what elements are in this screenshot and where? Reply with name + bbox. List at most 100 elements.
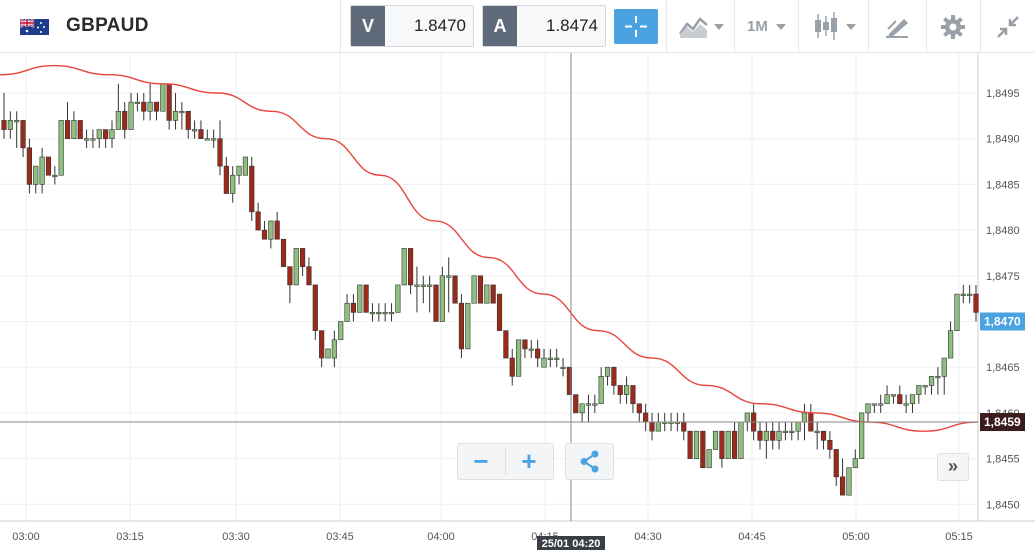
bear-candle [77,120,83,139]
scroll-to-latest-button[interactable]: » [937,453,969,481]
bull-candle [712,430,719,450]
toolbar-divider [340,0,341,53]
drawing-tools-button[interactable] [869,0,925,53]
crosshair-time-label: 25/01 04:20 [542,538,601,550]
bull-candle [172,110,179,121]
sell-price-button[interactable]: V 1.8470 [350,5,474,47]
bull-candle [465,302,471,350]
x-tick-label: 05:00 [842,531,870,543]
bull-candle [776,430,782,441]
bull-candle [179,110,185,114]
buy-price-button[interactable]: A 1.8474 [482,5,606,47]
buy-label: A [483,6,517,46]
bear-candle [643,412,649,423]
bear-candle [687,430,693,459]
bull-candle [903,403,909,406]
bull-candle [884,394,890,405]
bear-candle [770,430,776,441]
bull-candle [357,284,363,313]
bull-candle [96,129,102,139]
bull-candle [852,458,858,469]
sell-label: V [351,6,385,46]
bull-candle [801,412,808,423]
x-tick-label: 04:45 [738,531,766,543]
bull-candle [960,293,966,296]
bear-candle [840,476,846,496]
bear-candle [217,138,223,167]
chart-type-button[interactable] [667,0,733,53]
bull-candle [344,302,350,322]
zoom-in-button[interactable]: + [521,446,537,476]
instrument-name: GBPAUD [66,15,149,36]
bull-candle [846,467,852,496]
bear-candle [566,366,572,395]
bear-candle [408,248,414,286]
bear-candle [166,83,172,121]
bear-candle [477,275,484,304]
toolbar-divider [666,0,667,53]
x-tick-label: 04:00 [427,531,455,543]
bull-candle [204,138,210,141]
bear-candle [141,101,147,112]
bull-candle [420,284,426,287]
y-tick-label: 1,8450 [986,499,1020,511]
bear-candle [617,385,623,395]
bull-candle [871,403,877,406]
bull-candle [369,312,376,315]
chart-type-icon [679,17,708,38]
gear-icon [941,15,965,39]
bear-candle [312,284,318,331]
timeframe-selector[interactable]: 1M [735,0,797,53]
crosshair-button[interactable] [614,9,658,44]
bear-candle [535,348,541,359]
chevron-down-icon [776,24,786,30]
bull-candle [579,403,585,414]
candle-style-button[interactable] [799,0,867,53]
bear-candle [611,366,617,386]
bear-candle [452,275,458,304]
bull-candle [71,120,77,139]
bull-candle [516,339,522,377]
bull-candle [414,284,420,287]
toolbar-divider [980,0,981,53]
bull-candle [230,174,236,194]
bear-candle [649,421,655,432]
bear-candle [897,394,903,405]
bull-candle [33,165,39,185]
bull-candle [890,394,896,397]
x-tick-label: 03:00 [12,531,40,543]
bear-candle [122,110,128,130]
bear-candle [198,129,204,139]
bull-candle [541,357,547,368]
bull-candle [763,430,769,441]
zoom-out-button[interactable]: − [473,446,489,476]
sell-price: 1.8470 [414,16,466,35]
current-price-badge [980,312,1025,331]
bear-candle [300,248,306,267]
bull-candle [859,412,865,459]
bear-candle [45,156,52,176]
bear-candle [64,120,71,139]
crosshair-price-badge [980,413,1025,432]
bear-candle [1,120,7,130]
bull-candle [471,275,477,304]
settings-button[interactable] [927,0,979,53]
x-tick-label: 03:15 [116,531,144,543]
chevron-down-icon [846,24,856,30]
bull-candle [725,430,731,459]
collapse-button[interactable] [981,0,1035,53]
bull-candle [401,248,407,286]
bull-candle [941,357,947,377]
bull-candle [236,165,242,176]
bear-candle [26,147,32,185]
crosshair-price-label: 1,8459 [984,415,1021,429]
bear-candle [363,284,369,313]
bull-candle [395,284,401,313]
share-button[interactable] [565,443,614,480]
bear-candle [522,339,528,350]
bull-candle [439,275,445,322]
y-tick-label: 1,8465 [986,362,1020,374]
bear-candle [757,430,763,441]
buy-price: 1.8474 [546,16,598,35]
bull-candle [293,248,299,286]
